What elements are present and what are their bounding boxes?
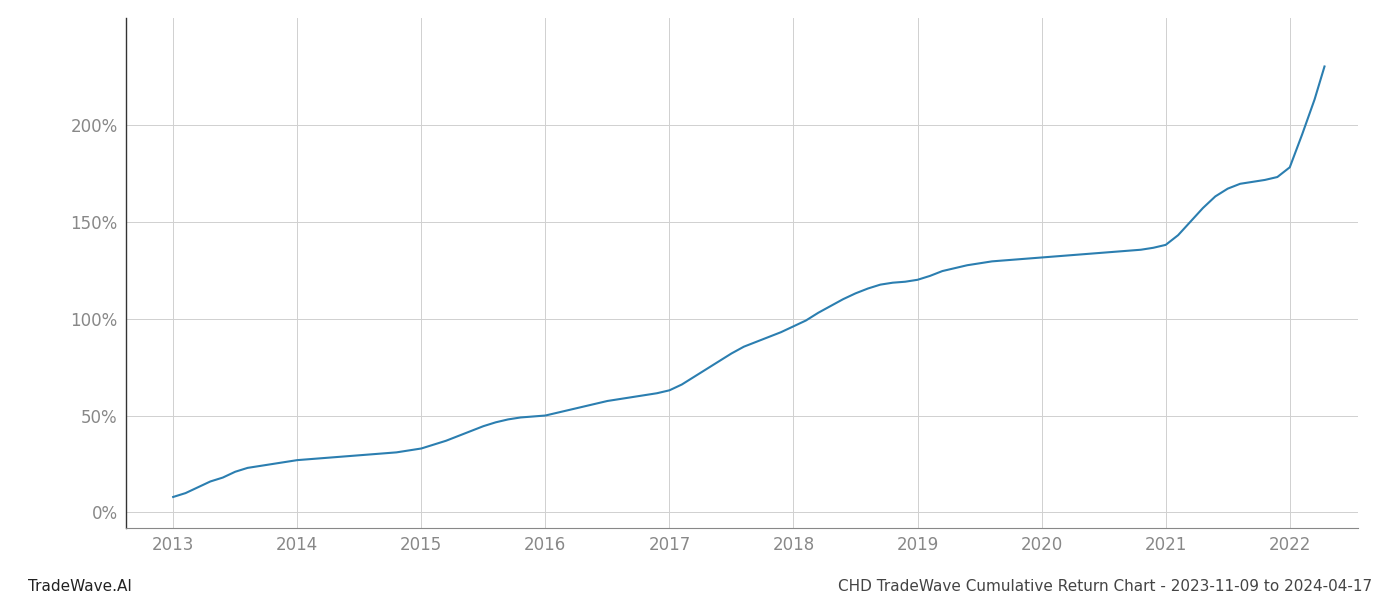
Text: TradeWave.AI: TradeWave.AI (28, 579, 132, 594)
Text: CHD TradeWave Cumulative Return Chart - 2023-11-09 to 2024-04-17: CHD TradeWave Cumulative Return Chart - … (837, 579, 1372, 594)
